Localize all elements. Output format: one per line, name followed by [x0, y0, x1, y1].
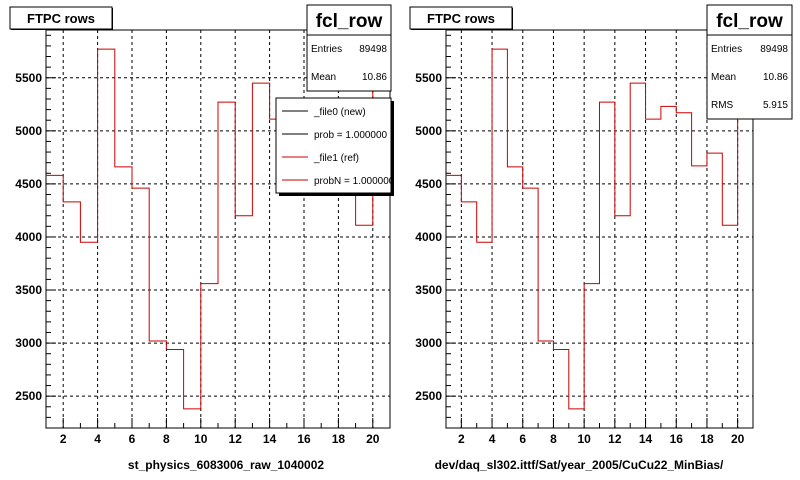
y-tick-label: 3500: [15, 283, 42, 297]
x-tick-label: 20: [366, 432, 380, 446]
stats-box: [706, 4, 793, 120]
legend-label: prob = 1.000000: [314, 130, 388, 141]
x-tick-label: 6: [129, 432, 136, 446]
x-axis-label: st_physics_6083006_raw_1040002: [128, 458, 324, 472]
title-box: [9, 6, 113, 30]
x-tick-label: 10: [194, 432, 208, 446]
x-tick-label: 4: [94, 432, 101, 446]
legend-label: probN = 1.000000: [314, 176, 395, 187]
legend-box: [275, 97, 392, 194]
x-tick-label: 4: [489, 432, 496, 446]
x-tick-label: 8: [550, 432, 557, 446]
y-tick-label: 2500: [15, 389, 42, 403]
stats-name: fcl_row: [316, 11, 383, 32]
x-tick-label: 10: [577, 432, 591, 446]
stats-value: 10.86: [362, 72, 387, 83]
x-tick-label: 16: [297, 432, 311, 446]
y-tick-label: 5500: [415, 71, 442, 85]
y-tick-label: 4000: [15, 230, 42, 244]
title-box: [409, 6, 513, 30]
y-tick-label: 4000: [415, 230, 442, 244]
y-tick-label: 3000: [15, 336, 42, 350]
y-tick-label: 5000: [415, 124, 442, 138]
x-tick-label: 14: [639, 432, 653, 446]
stats-value: 10.86: [763, 72, 788, 83]
legend-entries: _file0 (new) prob = 1.000000 _file1 (ref) p…: [282, 107, 395, 187]
y-tick-label: 3000: [415, 336, 442, 350]
chart-panel-1: 2 4 6 8 10 12 14 16 18 20 2500 3000 3500 4000 4500 5000…: [9, 4, 395, 472]
chart-panel-2: 2 4 6 8 10 12 14 16 18 20 2500 3000 3500 4000 4500 5000…: [409, 4, 793, 472]
x-tick-label: 2: [60, 432, 67, 446]
x-tick-label: 8: [163, 432, 170, 446]
stats-value: 5.915: [763, 100, 788, 111]
stats-label: Mean: [311, 72, 336, 83]
stats-box: [306, 4, 392, 92]
stats-label: Entries: [311, 44, 342, 55]
x-tick-label: 12: [608, 432, 622, 446]
x-tick-label: 18: [332, 432, 346, 446]
stats-label: Entries: [711, 44, 742, 55]
stats-value: 89498: [760, 44, 788, 55]
x-tick-label: 2: [458, 432, 465, 446]
legend-label: _file1 (ref): [313, 153, 359, 164]
x-tick-label: 6: [519, 432, 526, 446]
legend-label: _file0 (new): [313, 107, 366, 118]
x-tick-label: 18: [700, 432, 714, 446]
y-tick-label: 4500: [15, 177, 42, 191]
chart-title: FTPC rows: [427, 11, 495, 26]
stats-name: fcl_row: [716, 11, 783, 32]
y-tick-label: 5000: [15, 124, 42, 138]
x-tick-label: 16: [670, 432, 684, 446]
y-tick-label: 5500: [15, 71, 42, 85]
x-axis-label: dev/daq_sl302.ittf/Sat/year_2005/CuCu22_…: [435, 458, 724, 472]
x-tick-label: 20: [731, 432, 745, 446]
stats-label: Mean: [711, 72, 736, 83]
chart-title: FTPC rows: [27, 11, 95, 26]
histogram-series: [446, 45, 753, 410]
y-tick-label: 2500: [415, 389, 442, 403]
y-tick-label: 4500: [415, 177, 442, 191]
stats-value: 89498: [359, 44, 387, 55]
x-tick-label: 14: [263, 432, 277, 446]
stats-label: RMS: [711, 100, 734, 111]
y-tick-label: 3500: [415, 283, 442, 297]
x-tick-label: 12: [229, 432, 243, 446]
